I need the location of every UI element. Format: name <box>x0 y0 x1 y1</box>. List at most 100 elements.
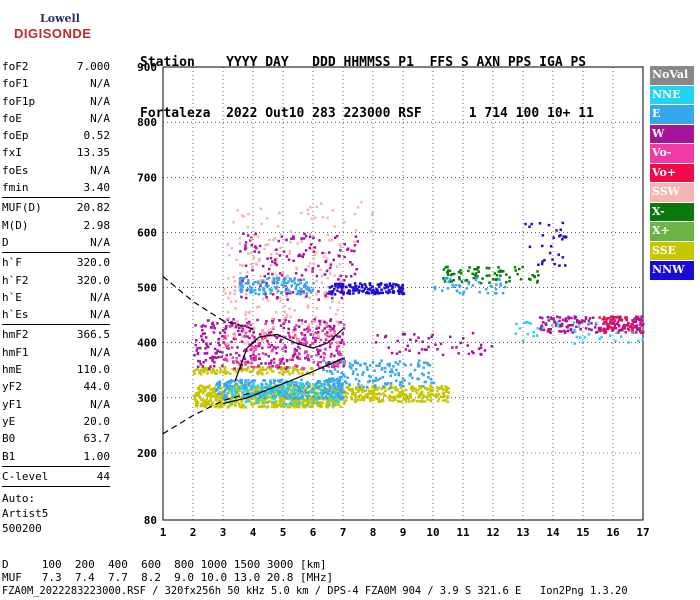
echo-point <box>319 202 323 205</box>
echo-point <box>436 386 440 389</box>
echo-point <box>249 263 253 266</box>
echo-point <box>289 240 292 244</box>
echo-point <box>326 405 330 409</box>
echo-point <box>518 267 521 271</box>
echo-point <box>293 352 297 356</box>
echo-point <box>217 341 220 345</box>
echo-point <box>238 364 242 367</box>
echo-point <box>241 392 244 395</box>
echo-point <box>514 269 517 272</box>
echo-point <box>213 387 216 391</box>
echo-point <box>317 379 320 383</box>
echo-point <box>212 395 215 398</box>
echo-point <box>270 330 273 334</box>
echo-point <box>318 323 322 326</box>
echo-point <box>388 394 391 398</box>
echo-point <box>392 290 395 293</box>
echo-point <box>223 320 226 324</box>
echo-point <box>319 361 323 364</box>
echo-point <box>282 405 286 409</box>
echo-point <box>567 324 570 327</box>
echo-point <box>371 360 375 364</box>
echo-point <box>233 322 237 325</box>
echo-point <box>579 328 582 331</box>
legend-item-nnw: NNW <box>650 261 694 280</box>
echo-point <box>542 328 546 332</box>
echo-point <box>326 276 329 280</box>
echo-point <box>416 400 419 403</box>
echo-point <box>258 288 262 292</box>
echo-point <box>271 272 274 276</box>
echo-point <box>269 379 272 382</box>
echo-point <box>339 321 342 324</box>
echo-point <box>282 362 286 365</box>
echo-point <box>208 368 211 372</box>
echo-point <box>546 316 550 319</box>
echo-point <box>293 400 297 404</box>
echo-point <box>270 350 274 353</box>
echo-point <box>370 291 374 295</box>
echo-point <box>218 386 222 389</box>
echo-point <box>216 322 219 325</box>
trace-lower-line <box>222 357 344 404</box>
echo-point <box>203 388 206 391</box>
echo-point <box>235 360 238 363</box>
echo-point <box>285 294 288 298</box>
echo-point <box>508 276 511 279</box>
echo-point <box>250 344 253 348</box>
echo-point <box>366 387 370 390</box>
echo-point <box>321 401 324 405</box>
echo-point <box>336 365 340 368</box>
echo-point <box>252 390 256 393</box>
echo-point <box>267 267 271 271</box>
echo-point <box>210 394 214 397</box>
echo-point <box>214 405 218 409</box>
y-tick-label: 600 <box>137 226 157 239</box>
x-tick-label: 17 <box>636 526 649 539</box>
echo-point <box>316 348 319 351</box>
echo-point <box>201 386 205 390</box>
echo-point <box>541 328 544 331</box>
echo-point <box>563 236 567 239</box>
echo-point <box>205 385 209 388</box>
echo-point <box>322 320 326 323</box>
echo-point <box>499 284 502 287</box>
echo-point <box>247 322 250 325</box>
echo-point <box>352 240 356 243</box>
echo-point <box>200 335 203 338</box>
echo-point <box>261 346 264 350</box>
echo-point <box>302 290 305 293</box>
echo-point <box>351 372 355 376</box>
echo-point <box>225 359 229 362</box>
echo-point <box>273 248 276 252</box>
echo-point <box>375 397 378 400</box>
echo-point <box>218 371 222 374</box>
echo-point <box>323 356 326 359</box>
echo-point <box>286 298 289 301</box>
echo-point <box>237 393 240 396</box>
echo-point <box>603 331 606 334</box>
echo-point <box>428 364 432 367</box>
echo-point <box>441 353 445 357</box>
echo-point <box>275 311 278 314</box>
echo-point <box>266 392 270 396</box>
echo-point <box>286 369 289 373</box>
echo-point <box>642 330 645 334</box>
echo-point <box>264 322 267 326</box>
echo-point <box>588 317 592 320</box>
echo-point <box>365 393 368 397</box>
echo-point <box>256 398 259 402</box>
echo-point <box>378 285 381 289</box>
echo-point <box>584 327 588 330</box>
echo-point <box>495 278 498 281</box>
echo-point <box>567 315 570 319</box>
param-row: foF2 7.000 <box>2 58 110 75</box>
echo-point <box>297 283 300 286</box>
echo-point <box>270 405 274 408</box>
echo-point <box>224 370 228 373</box>
echo-point <box>225 394 228 397</box>
echo-point <box>304 337 307 340</box>
echo-point <box>272 379 276 382</box>
echo-point <box>319 338 323 342</box>
echo-point <box>426 394 430 397</box>
